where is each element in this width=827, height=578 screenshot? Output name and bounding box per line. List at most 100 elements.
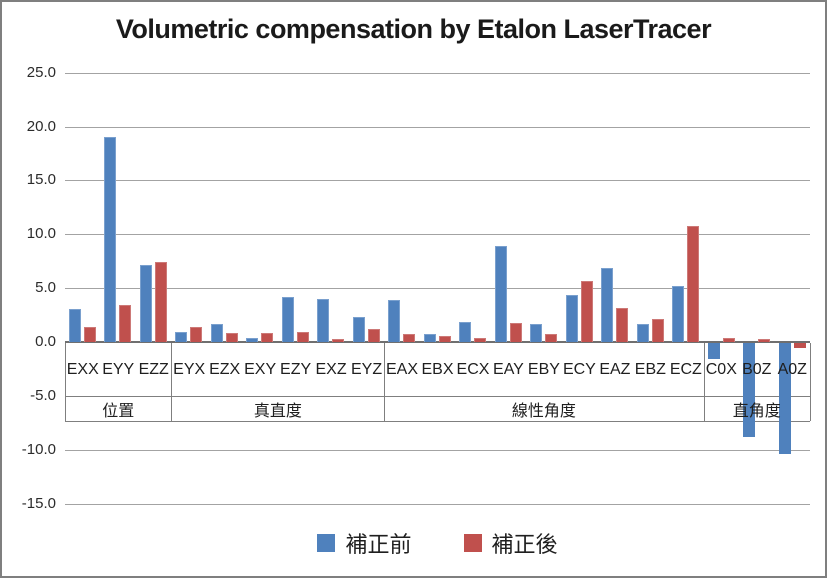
gridline xyxy=(65,180,810,182)
category-label: EBZ xyxy=(634,360,666,378)
bar-補正後-EYY xyxy=(119,305,132,342)
category-label: C0X xyxy=(705,360,737,378)
bar-補正後-EZZ xyxy=(154,262,167,342)
legend-swatch-before-icon xyxy=(317,534,336,552)
bar-補正後-EAZ xyxy=(616,307,629,342)
bar-補正後-EBZ xyxy=(651,319,664,342)
legend-item-before: 補正前 xyxy=(317,527,412,559)
bar-補正後-EBY xyxy=(545,334,558,342)
x-axis-line xyxy=(65,341,810,343)
bar-補正後-EYZ xyxy=(367,329,380,342)
category-label: ECX xyxy=(456,360,490,378)
bar-補正後-A0Z xyxy=(793,343,806,349)
gridline xyxy=(65,449,810,451)
table-border xyxy=(65,396,810,397)
bar-補正前-EXX xyxy=(69,308,81,342)
gridline xyxy=(65,234,810,236)
category-label: ECY xyxy=(562,360,596,378)
table-border xyxy=(384,343,386,421)
gridline xyxy=(65,72,810,74)
bar-補正前-EYX xyxy=(175,332,188,342)
bar-補正前-EBZ xyxy=(636,323,649,342)
group-label: 位置 xyxy=(102,402,135,420)
category-label: EZZ xyxy=(138,360,169,378)
group-label: 直角度 xyxy=(732,402,781,420)
bar-補正前-C0X xyxy=(707,343,720,360)
category-label: EZY xyxy=(280,360,312,378)
table-border xyxy=(65,343,66,421)
legend: 補正前 補正後 xyxy=(65,526,810,560)
bar-補正後-EXY xyxy=(261,333,274,342)
category-label: EAY xyxy=(493,360,524,378)
legend-item-after: 補正後 xyxy=(463,527,558,559)
gridline xyxy=(65,503,810,505)
chart-title: Volumetric compensation by Etalon LaserT… xyxy=(115,14,712,44)
bar-補正後-EAX xyxy=(403,334,416,342)
y-axis-tick-label: 10.0 xyxy=(26,225,56,243)
legend-label-before: 補正前 xyxy=(345,532,412,557)
y-axis-tick-label: -10.0 xyxy=(21,440,56,458)
y-axis-tick-label: -15.0 xyxy=(21,494,56,512)
bar-補正前-EZZ xyxy=(139,265,152,342)
bar-補正後-ECY xyxy=(580,280,593,342)
bar-補正後-EBX xyxy=(438,335,451,342)
bar-補正前-EZX xyxy=(210,323,223,342)
y-axis-tick-label: -5.0 xyxy=(30,386,56,404)
category-label: EXZ xyxy=(315,360,347,378)
bar-補正後-EZY xyxy=(296,332,309,342)
table-border xyxy=(703,343,705,421)
bar-補正前-ECY xyxy=(565,294,578,342)
bar-補正後-C0X xyxy=(722,337,735,342)
bar-補正前-A0Z xyxy=(778,343,791,454)
y-axis-tick-label: 15.0 xyxy=(26,171,56,189)
bar-補正後-ECX xyxy=(474,337,487,342)
bar-補正後-B0Z xyxy=(758,338,771,342)
bar-補正後-ECZ xyxy=(687,225,700,342)
legend-label-after: 補正後 xyxy=(491,532,558,557)
table-border xyxy=(810,343,811,421)
bar-補正前-ECZ xyxy=(672,285,685,342)
category-label: EBX xyxy=(421,360,454,378)
category-label: EZX xyxy=(209,360,241,378)
bar-補正前-EXZ xyxy=(317,298,330,342)
category-label: EBY xyxy=(527,360,560,378)
category-label: EYX xyxy=(173,360,206,378)
category-label: EAZ xyxy=(599,360,631,378)
y-axis-tick-label: 0.0 xyxy=(35,333,56,350)
legend-swatch-after-icon xyxy=(463,534,482,552)
bar-補正後-EXZ xyxy=(332,338,345,342)
y-axis-tick-label: 25.0 xyxy=(26,63,56,81)
bar-補正前-EYZ xyxy=(352,317,365,342)
bar-補正後-EZX xyxy=(225,333,238,342)
table-border xyxy=(171,343,173,421)
gridline xyxy=(65,288,810,290)
category-label: EYY xyxy=(102,360,135,378)
y-axis-tick-label: 5.0 xyxy=(35,279,56,297)
group-label: 真直度 xyxy=(253,402,302,420)
group-label: 線性角度 xyxy=(511,402,576,420)
bar-補正前-EYY xyxy=(104,137,117,342)
category-label: B0Z xyxy=(742,360,772,378)
gridline xyxy=(65,126,810,128)
bar-補正前-EZY xyxy=(281,296,294,342)
bar-補正前-EAY xyxy=(494,246,507,342)
category-label: EXX xyxy=(66,360,99,378)
bar-補正後-EXX xyxy=(84,326,96,342)
bar-補正前-EAZ xyxy=(601,267,614,342)
bar-補正前-EBY xyxy=(530,323,543,342)
y-axis-tick-label: 20.0 xyxy=(26,117,56,135)
category-label: EYZ xyxy=(350,360,383,378)
bar-補正前-EXY xyxy=(246,337,259,342)
category-label: A0Z xyxy=(777,360,807,378)
category-label: ECZ xyxy=(669,360,702,378)
bar-補正前-B0Z xyxy=(743,343,756,437)
bar-補正前-EAX xyxy=(388,299,401,342)
bar-補正前-EBX xyxy=(423,334,436,342)
bar-補正後-EYX xyxy=(190,326,203,342)
category-label: EAX xyxy=(386,360,419,378)
table-border xyxy=(65,421,810,422)
bar-補正前-ECX xyxy=(459,321,472,342)
category-label: EXY xyxy=(244,360,277,378)
